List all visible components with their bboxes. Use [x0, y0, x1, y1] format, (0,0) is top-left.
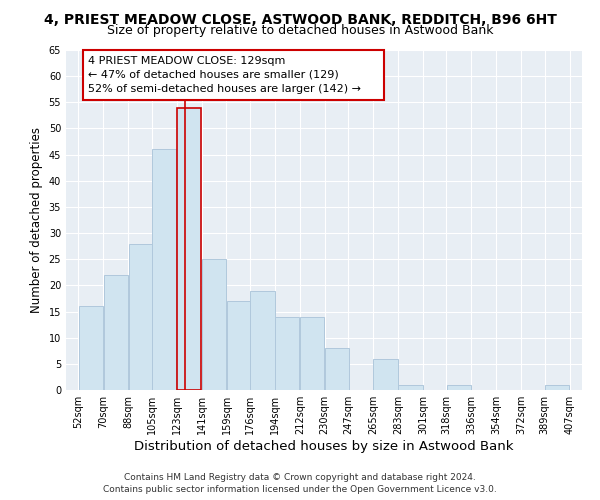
Bar: [250, 290, 275, 390]
Bar: [447, 385, 471, 390]
Bar: [79, 306, 103, 390]
Bar: [373, 358, 398, 390]
Bar: [227, 301, 251, 390]
Bar: [152, 150, 176, 390]
FancyBboxPatch shape: [83, 50, 384, 100]
Bar: [300, 317, 325, 390]
Text: 4 PRIEST MEADOW CLOSE: 129sqm
← 47% of detached houses are smaller (129)
52% of : 4 PRIEST MEADOW CLOSE: 129sqm ← 47% of d…: [88, 56, 361, 94]
Bar: [325, 348, 349, 390]
Y-axis label: Number of detached properties: Number of detached properties: [30, 127, 43, 313]
X-axis label: Distribution of detached houses by size in Astwood Bank: Distribution of detached houses by size …: [134, 440, 514, 453]
Text: Size of property relative to detached houses in Astwood Bank: Size of property relative to detached ho…: [107, 24, 493, 37]
Text: Contains HM Land Registry data © Crown copyright and database right 2024.
Contai: Contains HM Land Registry data © Crown c…: [103, 473, 497, 494]
Text: 4, PRIEST MEADOW CLOSE, ASTWOOD BANK, REDDITCH, B96 6HT: 4, PRIEST MEADOW CLOSE, ASTWOOD BANK, RE…: [44, 12, 556, 26]
Bar: [104, 275, 128, 390]
Bar: [545, 385, 569, 390]
Bar: [275, 317, 299, 390]
Bar: [398, 385, 422, 390]
Bar: [177, 108, 201, 390]
Bar: [128, 244, 153, 390]
Bar: [202, 259, 226, 390]
